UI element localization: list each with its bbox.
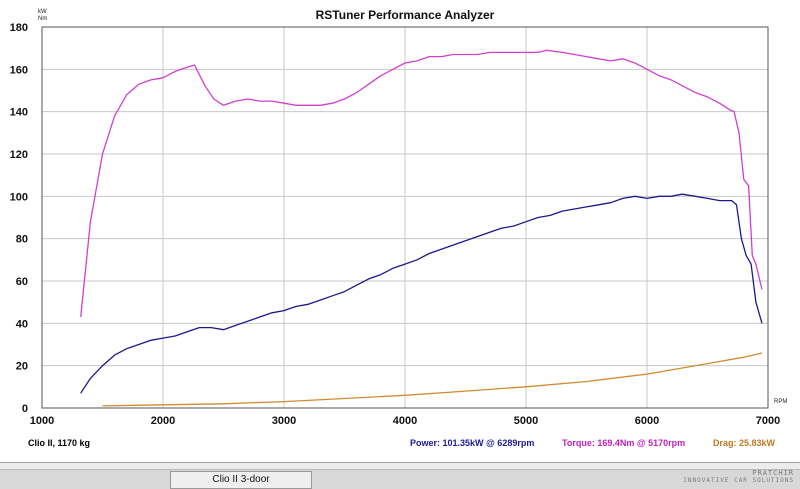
status-bar: Clio II 3-door PRATCHIR INNOVATIVE CAR S…: [0, 462, 800, 489]
x-unit-rpm: RPM: [774, 399, 787, 405]
y-unit-kw: kW: [38, 9, 47, 15]
y-tick-label: 180: [10, 22, 28, 34]
drag-summary: Drag: 25.83kW: [713, 438, 776, 448]
brand-logo: PRATCHIR INNOVATIVE CAR SOLUTIONS: [683, 469, 794, 485]
status-divider: [0, 463, 800, 470]
y-tick-label: 140: [10, 107, 28, 119]
brand-tagline: INNOVATIVE CAR SOLUTIONS: [683, 477, 794, 484]
series-line-power: [80, 193, 763, 394]
y-tick-label: 100: [10, 191, 28, 203]
brand-name: PRATCHIR: [752, 469, 794, 477]
chart-title: RSTuner Performance Analyzer: [316, 8, 495, 22]
torque-summary: Torque: 169.4Nm @ 5170rpm: [562, 438, 686, 448]
x-tick-label: 7000: [756, 415, 780, 427]
y-tick-label: 160: [10, 64, 28, 76]
power-summary: Power: 101.35kW @ 6289rpm: [410, 438, 535, 448]
x-tick-label: 6000: [635, 415, 659, 427]
plot-frame: [41, 26, 769, 409]
series-line-drag: [102, 352, 763, 407]
y-tick-label: 60: [16, 276, 28, 288]
tab-vehicle[interactable]: Clio II 3-door: [170, 471, 312, 489]
y-tick-label: 80: [16, 234, 28, 246]
y-tick-label: 20: [16, 361, 28, 373]
y-tick-label: 0: [22, 403, 28, 415]
x-tick-label: 5000: [514, 415, 538, 427]
y-tick-label: 120: [10, 149, 28, 161]
y-tick-label: 40: [16, 318, 28, 330]
x-tick-label: 3000: [272, 415, 296, 427]
x-tick-label: 1000: [30, 415, 54, 427]
series-line-torque: [80, 49, 763, 318]
x-tick-label: 4000: [393, 415, 417, 427]
x-tick-label: 2000: [151, 415, 175, 427]
vehicle-info: Clio II, 1170 kg: [28, 438, 91, 448]
y-unit-nm: Nm: [38, 16, 47, 22]
